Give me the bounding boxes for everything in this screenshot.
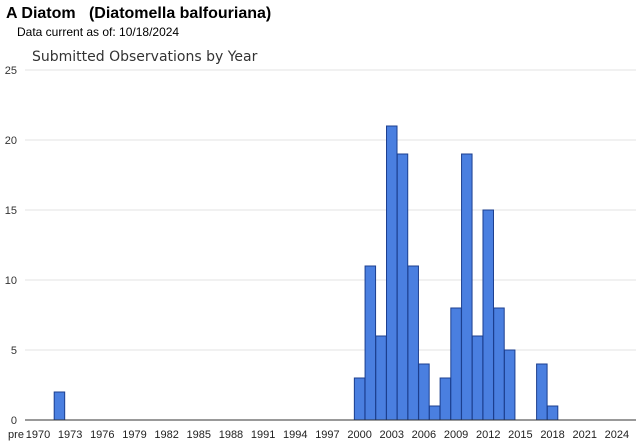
chart-title: Submitted Observations by Year: [32, 49, 258, 65]
y-tick-label: 0: [11, 415, 17, 427]
bar-2005: [407, 265, 419, 421]
bar-2004: [396, 153, 409, 421]
bar-2018: [546, 405, 559, 421]
x-tick-label: 1970: [26, 429, 50, 441]
bar-2008: [439, 377, 452, 421]
x-tick-label: 2015: [508, 429, 532, 441]
data-date-label: Data current as of: 10/18/2024: [17, 25, 180, 39]
y-tick-label: 10: [5, 275, 17, 287]
x-tick-label: 1976: [90, 429, 114, 441]
bar-2010: [461, 153, 473, 421]
x-tick-label: 1973: [58, 429, 82, 441]
bar-2013: [493, 307, 505, 421]
bar-2017: [536, 363, 548, 421]
bar-2014: [503, 349, 516, 421]
bar-2011: [471, 335, 484, 421]
x-tick-label: 1988: [219, 429, 243, 441]
bar-2012: [482, 209, 494, 421]
y-axis: 0 5 10 15 20 25: [5, 65, 17, 427]
bar-1972: [53, 391, 66, 421]
gridlines: [25, 69, 636, 351]
species-title: A Diatom (Diatomella balfouriana): [6, 5, 272, 22]
x-tick-label: 1994: [283, 429, 307, 441]
y-tick-label: 25: [5, 65, 17, 77]
x-tick-label: 2009: [444, 429, 468, 441]
y-tick-label: 5: [11, 345, 17, 357]
x-tick-label: 1982: [154, 429, 178, 441]
x-tick-label: 2003: [380, 429, 404, 441]
x-tick-label: 1985: [187, 429, 211, 441]
x-tick-label: 2012: [476, 429, 500, 441]
y-tick-label: 20: [5, 135, 17, 147]
bar-2001: [364, 265, 377, 421]
bar-2002: [375, 335, 387, 421]
x-tick-label: 2006: [412, 429, 436, 441]
y-tick-label: 15: [5, 205, 17, 217]
x-axis: pre 1970 1973 1976 1979 1982 1985 1988 1991 1994 1…: [8, 429, 629, 441]
bars: [53, 125, 559, 421]
x-tick-label: 2018: [540, 429, 564, 441]
bar-2009: [450, 307, 462, 421]
x-tick-label: 1991: [251, 429, 275, 441]
bar-2007: [428, 405, 441, 421]
x-tick-label: 1997: [315, 429, 339, 441]
x-tick-label: 2024: [605, 429, 629, 441]
bar-2006: [418, 363, 430, 421]
bar-2000: [353, 377, 366, 421]
x-tick-label: 2021: [572, 429, 596, 441]
x-tick-label: pre: [8, 429, 24, 441]
bar-2003: [386, 125, 398, 421]
x-tick-label: 1979: [122, 429, 146, 441]
x-tick-label: 2000: [347, 429, 371, 441]
